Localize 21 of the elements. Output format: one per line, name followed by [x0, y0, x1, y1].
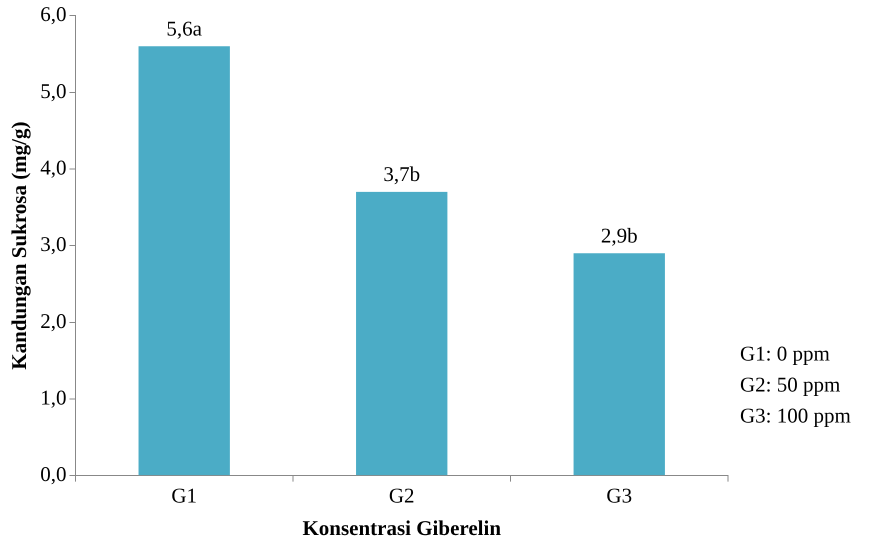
y-tick-label: 4,0 [40, 155, 66, 180]
y-tick-label: 5,0 [40, 78, 66, 103]
data-label: 3,7b [383, 162, 420, 186]
text: G3: 100 ppm [740, 404, 851, 428]
text: G1: 0 ppm [740, 342, 830, 366]
x-axis-title: Konsentrasi Giberelin [302, 516, 502, 540]
y-tick-label: 0,0 [40, 462, 66, 486]
data-label: 5,6a [166, 16, 203, 40]
bar [356, 192, 448, 476]
y-axis-title: Kandungan Sukrosa (mg/g) [7, 122, 32, 370]
x-tick-label: G3 [606, 484, 632, 508]
text: G2: 50 ppm [740, 372, 840, 397]
y-tick-label: 1,0 [40, 385, 66, 410]
y-tick-label: 2,0 [40, 308, 66, 333]
bar [138, 46, 230, 476]
bar [574, 253, 665, 476]
y-tick-label: 6,0 [40, 2, 66, 26]
x-tick-label: G2 [388, 484, 415, 508]
y-tick-label: 3,0 [40, 232, 66, 256]
x-tick-label: G1 [171, 484, 198, 508]
data-label: 2,9b [600, 223, 638, 248]
